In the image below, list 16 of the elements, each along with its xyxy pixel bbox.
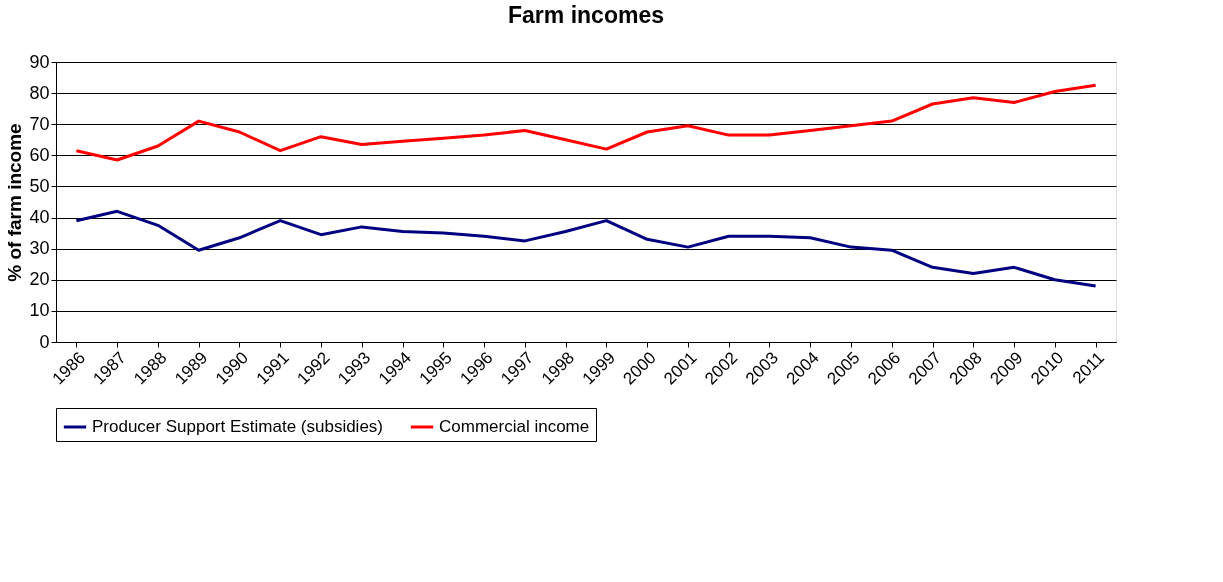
y-tick-label: 30 <box>29 238 50 259</box>
y-tick-label: 60 <box>29 144 50 165</box>
legend-label: Commercial income <box>439 417 590 436</box>
line-series <box>74 83 1098 162</box>
legend-label: Producer Support Estimate (subsidies) <box>92 417 384 436</box>
y-tick-label: 70 <box>29 113 50 134</box>
y-tick-label: 20 <box>29 269 50 290</box>
y-tick-label: 40 <box>29 207 50 228</box>
y-tick-label: 50 <box>29 175 50 196</box>
y-tick-label: 80 <box>29 82 50 103</box>
y-tick-label: 10 <box>29 300 50 321</box>
line-series <box>74 209 1098 288</box>
chart-title: Farm incomes <box>508 2 664 28</box>
y-tick-label: 0 <box>39 331 50 352</box>
y-axis-title: % of farm income <box>4 123 26 282</box>
y-tick-label: 90 <box>29 51 50 72</box>
